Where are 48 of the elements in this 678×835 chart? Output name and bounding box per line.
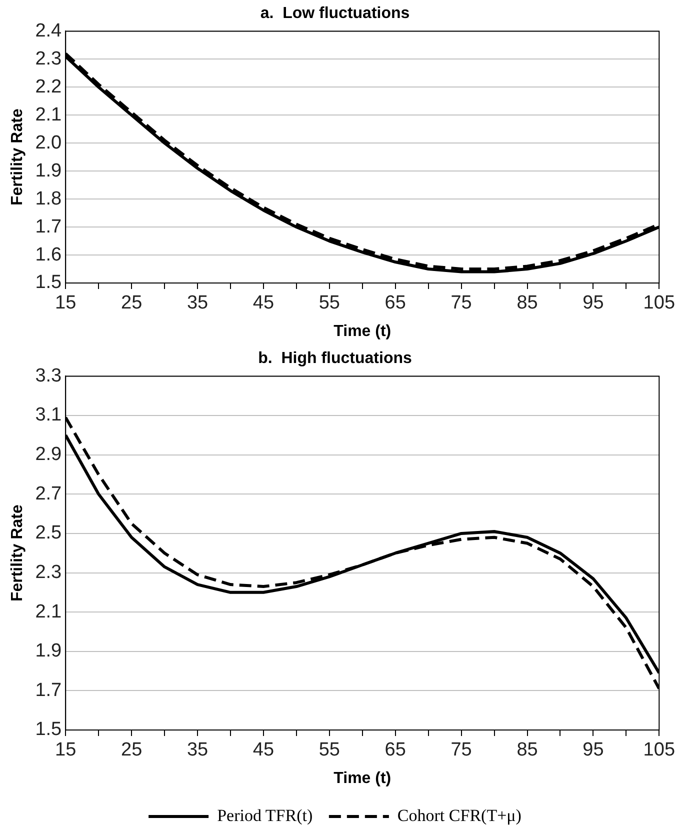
x-tick-label: 95 (582, 292, 604, 314)
x-tick-label: 75 (450, 292, 472, 314)
x-tick-label: 45 (252, 740, 274, 761)
y-tick-label: 2.0 (35, 132, 62, 154)
legend-label: Period TFR(t) (217, 806, 313, 825)
x-tick-label: 75 (450, 740, 472, 761)
y-tick-label: 2.5 (35, 522, 62, 544)
y-tick-label: 3.1 (35, 404, 62, 426)
x-axis-title: Time (t) (334, 322, 392, 340)
y-tick-label: 1.5 (35, 272, 62, 294)
y-tick-label: 1.8 (35, 188, 62, 210)
legend-label: Cohort CFR(T+μ) (397, 806, 522, 825)
y-tick-label: 2.1 (35, 104, 62, 126)
x-tick-label: 35 (186, 740, 208, 761)
x-tick-label: 65 (384, 740, 406, 761)
x-tick-label: 15 (55, 740, 76, 761)
y-tick-label: 1.7 (35, 680, 62, 701)
y-tick-label: 1.6 (35, 244, 62, 266)
x-tick-label: 55 (318, 292, 340, 314)
y-tick-label: 2.9 (35, 444, 62, 466)
chart-title: a. Low fluctuations (260, 5, 410, 22)
y-tick-label: 1.9 (35, 160, 62, 182)
y-tick-label: 1.5 (35, 719, 62, 740)
y-tick-label: 2.2 (35, 76, 62, 98)
y-tick-label: 2.7 (35, 483, 62, 504)
x-tick-label: 95 (582, 740, 604, 761)
x-axis-title: Time (t) (334, 770, 392, 787)
y-tick-label: 3.3 (35, 365, 62, 386)
y-axis-title: Fertility Rate (9, 504, 26, 602)
y-tick-label: 2.3 (35, 562, 62, 583)
x-tick-label: 55 (318, 740, 340, 761)
y-tick-label: 2.3 (35, 48, 62, 70)
x-tick-label: 45 (252, 292, 274, 314)
x-tick-label: 105 (643, 740, 675, 761)
y-tick-label: 1.9 (35, 640, 62, 662)
x-tick-label: 105 (643, 292, 675, 314)
x-tick-label: 25 (120, 740, 142, 761)
x-tick-label: 85 (516, 292, 538, 314)
x-tick-label: 15 (55, 292, 76, 314)
x-tick-label: 35 (186, 292, 208, 314)
x-tick-label: 85 (516, 740, 538, 761)
y-tick-label: 2.1 (35, 601, 62, 622)
y-tick-label: 1.7 (35, 216, 62, 238)
x-tick-label: 25 (120, 292, 142, 314)
y-axis-title: Fertility Rate (9, 108, 26, 206)
y-tick-label: 2.4 (35, 20, 62, 42)
x-tick-label: 65 (384, 292, 406, 314)
chart-title: b. High fluctuations (258, 350, 412, 368)
